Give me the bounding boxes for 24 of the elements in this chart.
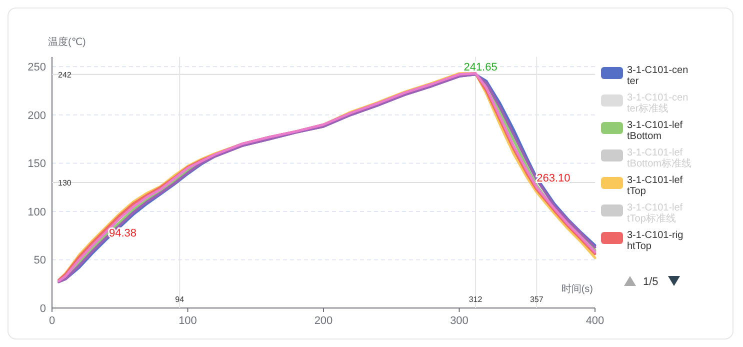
ref-line-label: 357 [530,295,544,304]
y-tick-label: 50 [34,254,46,267]
ref-line-label: 94 [175,295,185,304]
annotation: 241.65 [464,62,498,74]
x-tick-label: 300 [450,315,468,327]
ref-line-label: 312 [468,295,483,304]
y-tick-label: 150 [28,158,46,170]
legend-label: 3-1-C101-leftBottom [627,120,683,142]
y-axis-title: 温度(℃) [48,36,86,48]
x-tick-label: 400 [586,315,604,327]
y-tick-label: 250 [28,62,46,74]
text: 1/5 [643,276,658,288]
legend-label: 3-1-C101-rightTop [627,230,684,252]
legend-label: 3-1-C101-center [627,65,688,87]
y-tick-label: 200 [28,110,46,122]
y-tick-label: 100 [28,206,46,218]
y-tick-label: 0 [40,303,46,315]
x-tick-label: 0 [48,315,56,327]
ref-line-label: 130 [58,178,72,188]
legend-label: 3-1-C101-leftTop [627,175,683,197]
x-tick-label: 100 [178,315,197,327]
x-tick-label: 200 [314,315,333,327]
x-axis-title: 时间(s) [561,283,593,295]
ref-line-label: 242 [58,70,72,80]
